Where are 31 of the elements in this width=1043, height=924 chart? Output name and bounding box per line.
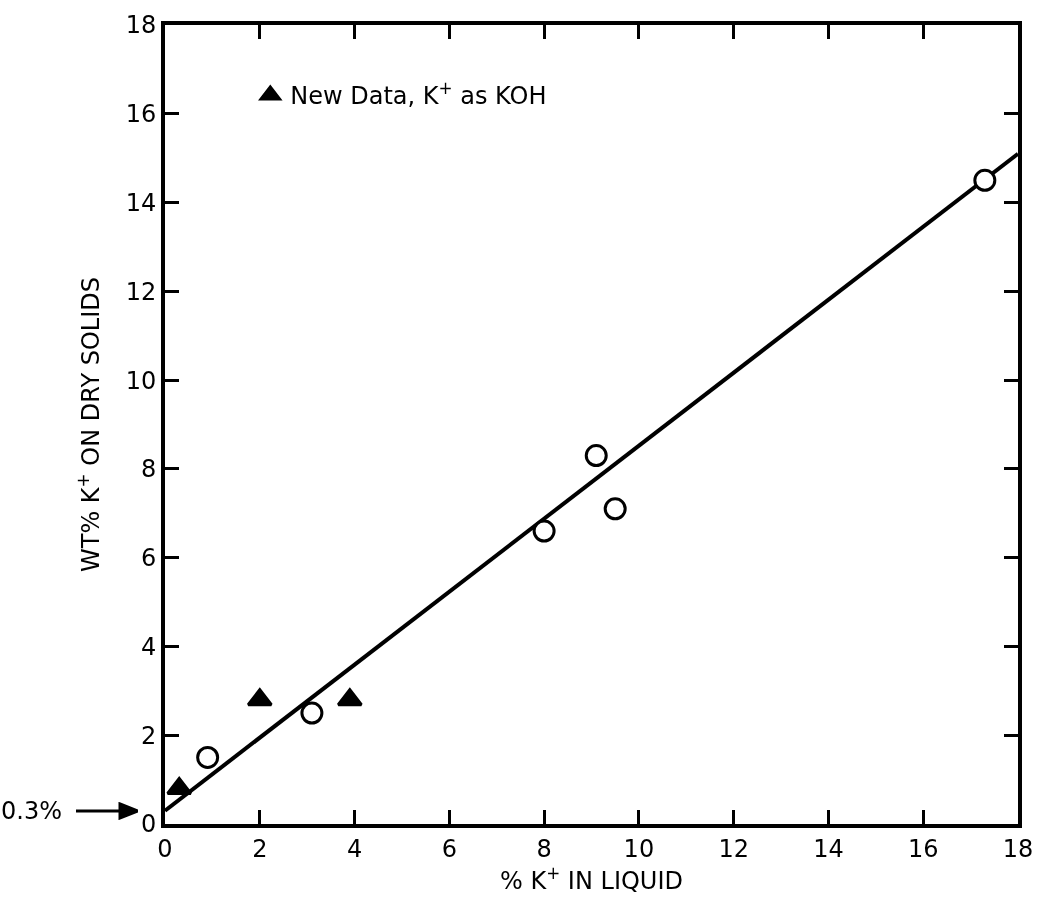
point (973, 168, 997, 192)
x-tick-label: 10 (623, 834, 655, 863)
x-tick-label: 8 (536, 834, 552, 863)
x-tick-label: 14 (813, 834, 844, 863)
text: 0.3% (1, 797, 62, 825)
y-tick-label: 4 (140, 632, 157, 661)
point (336, 688, 363, 707)
y-tick-label: 16 (125, 100, 157, 129)
point (532, 519, 556, 543)
point (603, 497, 627, 521)
y-tick-label: 14 (125, 188, 157, 217)
y-tick-label: 18 (125, 11, 157, 40)
y-tick-label: 8 (140, 455, 157, 484)
y-tick-label: 2 (140, 721, 157, 750)
x-tick-label: 6 (441, 834, 457, 863)
x-tick-label: 18 (1002, 834, 1034, 863)
y-tick-label: 12 (125, 277, 157, 306)
y-tick-label: 0 (140, 810, 157, 839)
point (246, 688, 273, 707)
x-tick-label: 16 (907, 834, 939, 863)
x-tick-label: 4 (346, 834, 363, 863)
y-tick-label: 10 (125, 366, 157, 395)
point (584, 444, 608, 468)
point (300, 701, 324, 725)
point (196, 745, 220, 769)
y-tick-label: 6 (140, 544, 157, 573)
x-tick-label: 2 (252, 834, 268, 863)
x-axis-title: % K$^{+}$ IN LIQUID (500, 862, 683, 895)
legend-label: New Data, K$^{+}$ as KOH (290, 78, 547, 111)
point (166, 776, 193, 795)
x-tick-label: 12 (718, 834, 749, 863)
